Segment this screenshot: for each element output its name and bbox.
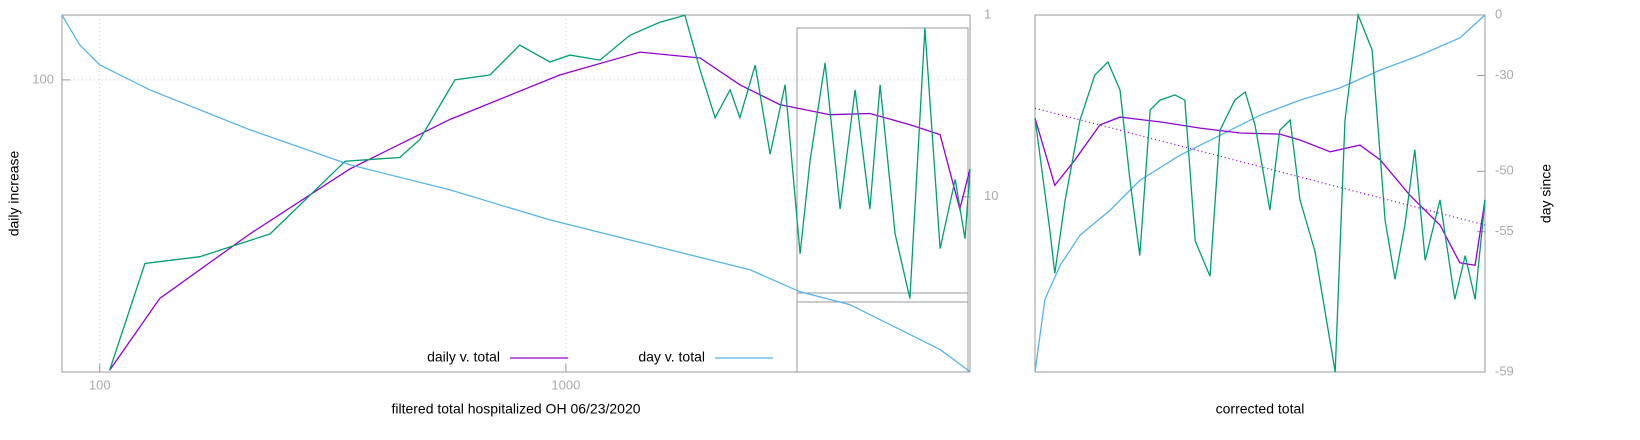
x-tick-label: 1000: [551, 377, 580, 392]
series-line: [1034, 12, 1486, 373]
y-tick-label: -50: [1495, 163, 1514, 178]
y-axis-label: day since: [1538, 164, 1554, 223]
y-tick-label: -55: [1495, 223, 1514, 238]
y-axis-label: daily increase: [6, 150, 22, 236]
plot-frame: [1034, 14, 1486, 373]
y-tick-label: 0: [1495, 6, 1502, 21]
series-line: [109, 51, 971, 371]
series-line: [1034, 116, 1486, 267]
legend-label: day v. total: [638, 349, 705, 365]
x-tick-label: 100: [89, 377, 111, 392]
plot-frame: [61, 14, 971, 373]
x-axis-label: corrected total: [1216, 401, 1305, 417]
y-tick-label: -30: [1495, 67, 1514, 82]
y-tick-label: 100: [32, 71, 54, 86]
series-line: [1034, 14, 1486, 373]
series-line: [108, 14, 971, 371]
y2-tick-label: 1: [984, 6, 991, 21]
series-line: [1034, 107, 1486, 226]
y-tick-label: -59: [1495, 363, 1514, 378]
legend-label: daily v. total: [427, 349, 500, 365]
x-axis-label: filtered total hospitalized OH 06/23/202…: [391, 401, 640, 417]
series-line: [61, 14, 971, 373]
y2-tick-label: 10: [984, 188, 998, 203]
